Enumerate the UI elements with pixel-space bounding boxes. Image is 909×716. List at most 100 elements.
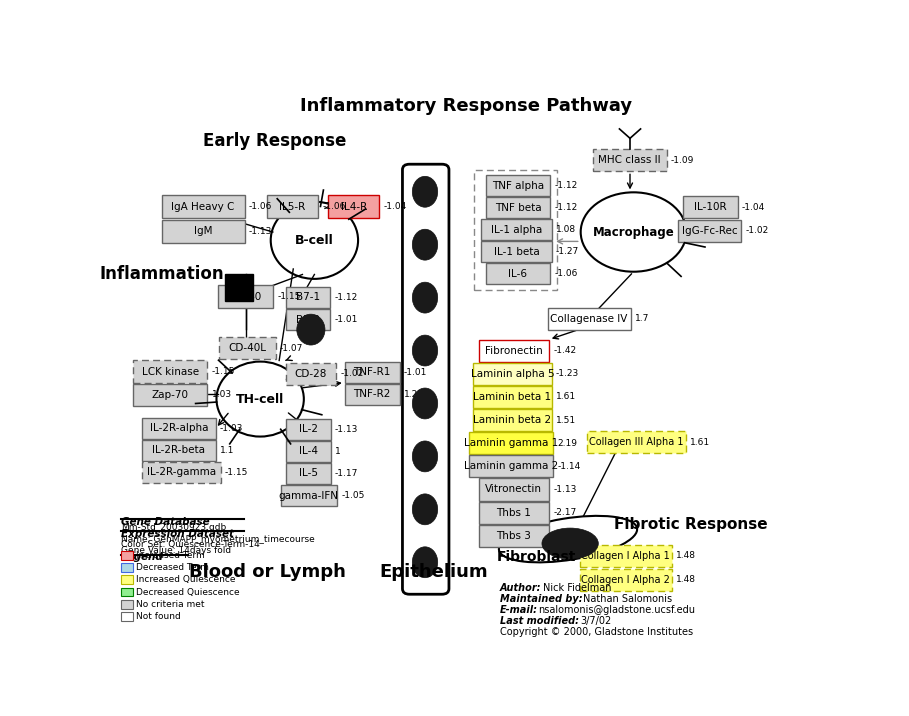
Text: TH-cell: TH-cell xyxy=(236,392,285,405)
FancyBboxPatch shape xyxy=(121,600,134,609)
Text: Laminin alpha 5: Laminin alpha 5 xyxy=(471,369,554,379)
FancyBboxPatch shape xyxy=(478,339,549,362)
Text: Increased Term: Increased Term xyxy=(136,551,205,560)
FancyBboxPatch shape xyxy=(485,175,550,196)
Ellipse shape xyxy=(297,314,325,345)
Ellipse shape xyxy=(581,193,686,271)
FancyBboxPatch shape xyxy=(547,308,631,329)
Text: -1.01: -1.01 xyxy=(335,315,357,324)
Ellipse shape xyxy=(413,229,437,260)
Text: -1.13: -1.13 xyxy=(249,227,273,236)
FancyBboxPatch shape xyxy=(593,150,666,171)
Text: -1.17: -1.17 xyxy=(335,469,358,478)
Text: TNF-R1: TNF-R1 xyxy=(354,367,391,377)
FancyBboxPatch shape xyxy=(121,588,134,596)
FancyBboxPatch shape xyxy=(285,309,330,330)
Ellipse shape xyxy=(413,176,437,207)
FancyBboxPatch shape xyxy=(267,195,318,218)
FancyBboxPatch shape xyxy=(473,409,552,431)
Text: IL-10R: IL-10R xyxy=(694,202,726,212)
FancyBboxPatch shape xyxy=(134,384,207,406)
FancyBboxPatch shape xyxy=(142,440,215,461)
FancyBboxPatch shape xyxy=(469,455,554,478)
FancyBboxPatch shape xyxy=(286,441,331,462)
Text: Increased Quiescence: Increased Quiescence xyxy=(136,576,235,584)
Text: Blood or Lymph: Blood or Lymph xyxy=(189,563,345,581)
Text: IL-2R-gamma: IL-2R-gamma xyxy=(146,468,215,478)
Text: Fibroblast: Fibroblast xyxy=(496,551,576,564)
Ellipse shape xyxy=(413,547,437,578)
Text: Collagen III Alpha 1: Collagen III Alpha 1 xyxy=(589,437,684,447)
Text: IgG-Fc-Rec: IgG-Fc-Rec xyxy=(682,226,737,236)
FancyBboxPatch shape xyxy=(121,576,134,584)
Text: Vitronectin: Vitronectin xyxy=(485,485,543,495)
Text: Nick Fidelman: Nick Fidelman xyxy=(544,584,612,594)
Text: 1.48: 1.48 xyxy=(675,551,695,560)
Text: -1.05: -1.05 xyxy=(341,491,365,500)
Ellipse shape xyxy=(413,388,437,419)
Text: 1.48: 1.48 xyxy=(675,576,695,584)
Text: Mm-Std_20030923.gdb: Mm-Std_20030923.gdb xyxy=(121,523,226,532)
Text: IL-2R-beta: IL-2R-beta xyxy=(153,445,205,455)
Text: 1.51: 1.51 xyxy=(556,415,576,425)
Text: gamma-IFN: gamma-IFN xyxy=(279,490,339,500)
Ellipse shape xyxy=(413,335,437,366)
Ellipse shape xyxy=(499,516,637,562)
Text: IL-1 alpha: IL-1 alpha xyxy=(491,225,542,235)
Text: 1.1: 1.1 xyxy=(220,446,235,455)
FancyBboxPatch shape xyxy=(142,418,215,439)
FancyBboxPatch shape xyxy=(345,384,400,405)
Text: B-cell: B-cell xyxy=(295,234,334,247)
Text: -2.17: -2.17 xyxy=(554,508,576,517)
Text: -1.18: -1.18 xyxy=(554,531,576,541)
Text: Copyright © 2000, Gladstone Institutes: Copyright © 2000, Gladstone Institutes xyxy=(500,627,693,637)
Text: Name: GenMAPP_myometrium_timecourse: Name: GenMAPP_myometrium_timecourse xyxy=(121,535,315,543)
Text: Inflammatory Response Pathway: Inflammatory Response Pathway xyxy=(300,97,632,115)
Text: Epithelium: Epithelium xyxy=(380,563,488,581)
Text: Laminin beta 2: Laminin beta 2 xyxy=(474,415,552,425)
Text: Color Set: Quiescence-Term-14: Color Set: Quiescence-Term-14 xyxy=(121,540,259,549)
Text: LCK kinase: LCK kinase xyxy=(142,367,199,377)
Text: Thbs 3: Thbs 3 xyxy=(496,531,531,541)
Text: MHC class II: MHC class II xyxy=(598,155,661,165)
Text: -1.02: -1.02 xyxy=(745,226,769,236)
Text: -1.09: -1.09 xyxy=(671,156,694,165)
Text: Laminin beta 1: Laminin beta 1 xyxy=(474,392,552,402)
FancyBboxPatch shape xyxy=(580,545,672,566)
Text: IL-2R-alpha: IL-2R-alpha xyxy=(150,423,208,433)
Text: IL-6: IL-6 xyxy=(508,269,527,279)
Text: -1.06: -1.06 xyxy=(249,202,273,211)
FancyBboxPatch shape xyxy=(162,220,245,243)
FancyBboxPatch shape xyxy=(162,195,245,218)
Text: 1.7: 1.7 xyxy=(634,314,649,323)
Text: Laminin gamma 2: Laminin gamma 2 xyxy=(464,461,558,471)
FancyBboxPatch shape xyxy=(478,478,549,500)
Text: IgM: IgM xyxy=(194,226,213,236)
Text: Early Response: Early Response xyxy=(203,132,346,150)
FancyBboxPatch shape xyxy=(142,462,221,483)
Text: Zap-70: Zap-70 xyxy=(152,390,189,400)
Text: -1.04: -1.04 xyxy=(384,202,406,211)
FancyBboxPatch shape xyxy=(121,612,134,621)
Text: IL5-R: IL5-R xyxy=(279,202,305,212)
Text: Laminin gamma 1: Laminin gamma 1 xyxy=(464,438,558,448)
Text: -1.23: -1.23 xyxy=(556,369,579,378)
Text: B7-2: B7-2 xyxy=(295,314,320,324)
Text: -1.06: -1.06 xyxy=(322,202,345,211)
Text: Expression Dataset: Expression Dataset xyxy=(121,528,234,538)
Text: -1.27: -1.27 xyxy=(556,247,579,256)
FancyBboxPatch shape xyxy=(587,431,685,453)
Text: -1.15: -1.15 xyxy=(277,292,301,301)
Text: IL-2: IL-2 xyxy=(299,425,318,435)
FancyBboxPatch shape xyxy=(285,363,336,384)
FancyBboxPatch shape xyxy=(328,195,379,218)
Text: Fibrotic Response: Fibrotic Response xyxy=(614,517,768,532)
Text: -1.07: -1.07 xyxy=(280,344,304,353)
Text: No criteria met: No criteria met xyxy=(136,600,205,609)
Text: -1.13: -1.13 xyxy=(335,425,358,434)
Text: -1.14: -1.14 xyxy=(557,462,581,471)
FancyBboxPatch shape xyxy=(345,362,400,382)
Text: TNF alpha: TNF alpha xyxy=(492,180,544,190)
Text: Maintained by:: Maintained by: xyxy=(500,594,583,604)
Text: 1: 1 xyxy=(335,447,341,456)
